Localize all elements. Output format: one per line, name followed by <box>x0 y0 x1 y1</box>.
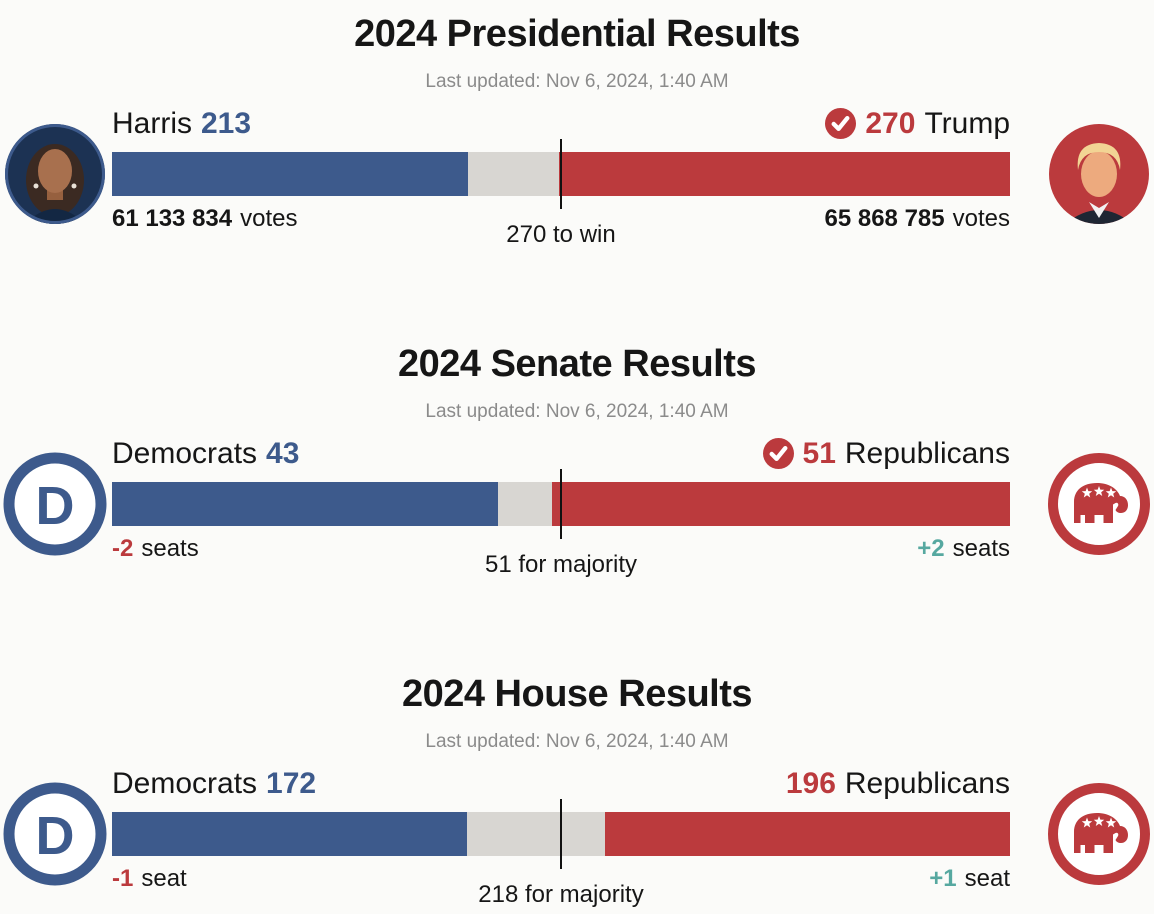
winner-check-icon <box>825 108 857 139</box>
undecided-bar-segment <box>467 812 606 856</box>
trump-votes: 65 868 785 votes <box>824 205 1011 232</box>
trump-label: 270 Trump <box>825 106 1010 142</box>
undecided-bar-segment <box>498 482 553 526</box>
harris-label: Harris 213 <box>112 107 252 140</box>
house-results-section: 2024 House Results Last updated: Nov 6, … <box>0 672 1154 914</box>
harris-electoral-count: 213 <box>201 107 252 140</box>
threshold-marker <box>560 139 562 209</box>
democratic-party-logo: D <box>3 452 107 556</box>
republican-elephant-icon <box>1048 783 1150 885</box>
last-updated-text: Last updated: Nov 6, 2024, 1:40 AM <box>425 71 729 92</box>
trump-photo <box>1049 124 1149 224</box>
republicans-label: 196 Republicans <box>785 767 1010 800</box>
republicans-label: 51 Republicans <box>762 436 1010 472</box>
undecided-bar-segment <box>467 152 560 196</box>
threshold-marker <box>560 469 562 539</box>
house-results-bar <box>112 799 1010 869</box>
rep-bar-segment <box>559 152 1010 196</box>
section-title: 2024 House Results <box>401 673 753 715</box>
svg-text:D: D <box>36 476 75 536</box>
threshold-marker <box>560 799 562 869</box>
threshold-label: 270 to win <box>506 221 616 248</box>
republicans-seat-count: 51 <box>802 437 836 470</box>
presidential-results-section: 2024 Presidential Results Last updated: … <box>0 12 1154 254</box>
republican-party-logo <box>1047 782 1151 886</box>
rep-bar-segment <box>605 812 1010 856</box>
last-updated-text: Last updated: Nov 6, 2024, 1:40 AM <box>425 731 729 752</box>
democrats-label: Democrats 43 <box>112 437 300 470</box>
rep-bar-segment <box>552 482 1010 526</box>
democratic-party-logo: D <box>3 782 107 886</box>
republican-elephant-icon <box>1048 453 1150 555</box>
trump-electoral-count: 270 <box>865 107 916 140</box>
svg-text:D: D <box>36 806 75 866</box>
threshold-label: 218 for majority <box>478 881 644 908</box>
republicans-seat-change: +2 seats <box>917 535 1010 562</box>
dem-bar-segment <box>112 152 468 196</box>
house-race-chart: D Democrats 172 196 Republicans <box>0 764 1154 914</box>
republican-party-logo <box>1047 452 1151 556</box>
democrat-d-icon: D <box>3 782 107 886</box>
democrats-seat-change: -2 seats <box>112 535 199 562</box>
democrats-seat-change: -1 seat <box>112 865 187 892</box>
senate-track: Democrats 43 51 Republicans -2 seats 51 for… <box>112 434 1010 584</box>
section-title: 2024 Senate Results <box>397 343 757 385</box>
house-track: Democrats 172 196 Republicans -1 seat 218 f… <box>112 764 1010 914</box>
senate-results-section: 2024 Senate Results Last updated: Nov 6,… <box>0 342 1154 584</box>
presidential-results-bar <box>112 139 1010 209</box>
dem-bar-segment <box>112 812 468 856</box>
republicans-seat-change: +1 seat <box>929 865 1010 892</box>
last-updated-text: Last updated: Nov 6, 2024, 1:40 AM <box>425 401 729 422</box>
dem-bar-segment <box>112 482 499 526</box>
harris-photo <box>5 124 105 224</box>
republicans-seat-count: 196 <box>785 767 836 800</box>
democrats-label: Democrats 172 <box>112 767 317 800</box>
democrats-seat-count: 172 <box>266 767 317 800</box>
winner-check-icon <box>762 438 794 469</box>
harris-photo-avatar <box>3 122 107 226</box>
threshold-label: 51 for majority <box>484 551 638 578</box>
presidential-race-chart: Harris 213 270 Trump 61 133 834 votes 270 t… <box>0 104 1154 254</box>
trump-photo-avatar <box>1047 122 1151 226</box>
senate-race-chart: D Democrats 43 51 Republicans <box>0 434 1154 584</box>
democrat-d-icon: D <box>3 452 107 556</box>
senate-results-bar <box>112 469 1010 539</box>
harris-votes: 61 133 834 votes <box>112 205 298 232</box>
section-title: 2024 Presidential Results <box>354 13 800 55</box>
democrats-seat-count: 43 <box>266 437 300 470</box>
presidential-track: Harris 213 270 Trump 61 133 834 votes 270 t… <box>112 104 1010 254</box>
